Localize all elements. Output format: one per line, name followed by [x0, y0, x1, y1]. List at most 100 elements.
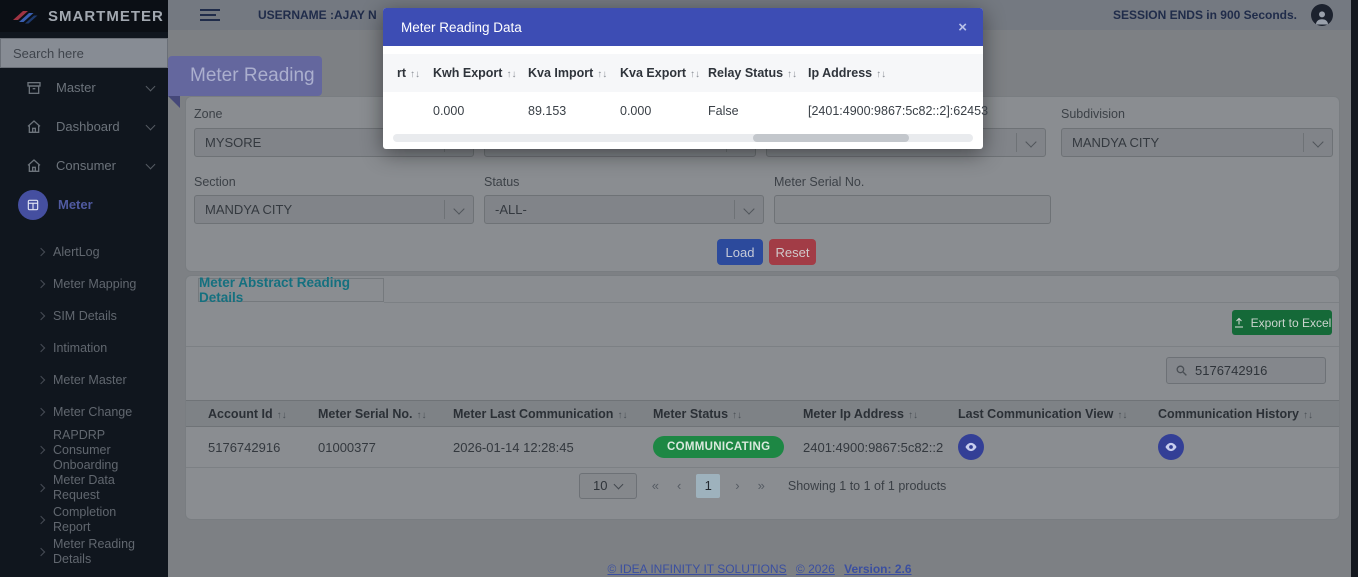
prev-page-button[interactable]: ‹ — [676, 478, 682, 493]
modal-col-kva-import[interactable]: Kva Import ↑↓ — [528, 66, 608, 80]
sidebar-search-input[interactable] — [0, 38, 168, 68]
cell-meter-ip: 2401:4900:9867:5c82::2 — [803, 439, 944, 455]
sidebar-subitem-rapdrp-onboarding[interactable]: RAPDRP Consumer Onboarding — [0, 428, 168, 472]
chevron-right-icon — [36, 247, 46, 257]
status-select[interactable]: -ALL- — [484, 195, 764, 224]
sidebar-subitem-meter-mapping[interactable]: Meter Mapping — [0, 268, 168, 300]
col-account-id[interactable]: Account Id ↑↓ — [208, 406, 287, 421]
subitem-label: AlertLog — [53, 244, 100, 259]
home-icon — [27, 119, 41, 133]
chevron-down-icon — [1025, 136, 1037, 148]
chevron-right-icon — [36, 547, 46, 557]
cell-comm-history — [1146, 434, 1339, 460]
sidebar-subitem-meter-data-request[interactable]: Meter Data Request — [0, 472, 168, 504]
sidebar-subitem-intimation[interactable]: Intimation — [0, 332, 168, 364]
subdivision-select[interactable]: MANDYA CITY — [1061, 128, 1333, 157]
col-last-comm-view[interactable]: Last Communication View ↑↓ — [958, 406, 1128, 421]
sidebar-item-master[interactable]: Master — [0, 68, 168, 107]
view-communication-history-button[interactable] — [1158, 434, 1184, 460]
sort-icon[interactable]: ↑↓ — [276, 409, 287, 421]
scrollbar-thumb[interactable] — [752, 134, 910, 142]
sidebar-item-consumer[interactable]: Consumer — [0, 146, 168, 185]
sort-icon[interactable]: ↑↓ — [1303, 409, 1313, 421]
sidebar-subitem-meter-master[interactable]: Meter Master — [0, 364, 168, 396]
home-icon — [27, 158, 41, 172]
session-timer-text: SESSION ENDS in 900 Seconds. — [1112, 8, 1297, 22]
modal-col-kva-export[interactable]: Kva Export ↑↓ — [620, 66, 700, 80]
modal-header: Meter Reading Data × — [383, 8, 983, 46]
right-scrollbar-strip[interactable] — [1351, 0, 1358, 577]
sidebar-item-label: Meter — [58, 197, 93, 212]
pagination: 10 « ‹ 1 › » Showing 1 to 1 of 1 product… — [186, 472, 1339, 499]
sort-icon[interactable]: ↑↓ — [876, 69, 887, 80]
hamburger-menu-icon[interactable] — [200, 9, 220, 21]
user-avatar[interactable] — [1311, 4, 1333, 26]
load-button[interactable]: Load — [717, 239, 763, 265]
divider — [186, 346, 1339, 347]
footer-version[interactable]: Version: 2.6 — [844, 562, 912, 576]
modal-table-row: 0.000 89.153 0.000 False [2401:4900:9867… — [383, 92, 989, 130]
subdivision-label: Subdivision — [1061, 107, 1125, 121]
page-size-select[interactable]: 10 — [578, 472, 637, 499]
current-page-button[interactable]: 1 — [696, 473, 721, 498]
modal-cell-kwh-export: 0.000 — [433, 104, 465, 118]
chevron-down-icon — [613, 479, 624, 489]
col-last-communication[interactable]: Meter Last Communication ↑↓ — [453, 406, 628, 421]
abstract-section-title: Meter Abstract Reading Details — [198, 275, 384, 305]
sort-icon[interactable]: ↑↓ — [597, 69, 608, 80]
sidebar-item-label: Consumer — [56, 158, 116, 173]
meter-serial-input[interactable] — [774, 195, 1051, 224]
modal-col-relay-status[interactable]: Relay Status ↑↓ — [708, 66, 798, 80]
modal-col-partial[interactable]: rt ↑↓ — [397, 66, 421, 80]
sidebar-subitem-alertlog[interactable]: AlertLog — [0, 236, 168, 268]
col-meter-ip[interactable]: Meter Ip Address ↑↓ — [803, 406, 918, 421]
subitem-label: Meter Mapping — [53, 276, 137, 291]
sort-icon[interactable]: ↑↓ — [907, 409, 918, 421]
sidebar-item-dashboard[interactable]: Dashboard — [0, 107, 168, 146]
footer-year[interactable]: © 2026 — [795, 562, 835, 576]
first-page-button[interactable]: « — [651, 478, 659, 493]
abstract-card: Meter Abstract Reading Details Export to… — [185, 275, 1340, 520]
section-label: Section — [194, 175, 236, 189]
sidebar-subitem-meter-reading-details[interactable]: Meter Reading Details — [0, 536, 168, 568]
sidebar-subitem-sim-details[interactable]: SIM Details — [0, 300, 168, 332]
sidebar-subitem-completion-report[interactable]: Completion Report — [0, 504, 168, 536]
sort-icon[interactable]: ↑↓ — [416, 409, 427, 421]
sort-icon[interactable]: ↑↓ — [506, 69, 517, 80]
last-page-button[interactable]: » — [757, 478, 765, 493]
sidebar-subitem-meter-change[interactable]: Meter Change — [0, 396, 168, 428]
meter-icon — [18, 189, 48, 220]
footer-company-link[interactable]: © IDEA INFINITY IT SOLUTIONS — [607, 562, 787, 576]
reset-button[interactable]: Reset — [769, 239, 816, 265]
sort-icon[interactable]: ↑↓ — [732, 409, 743, 421]
sort-icon[interactable]: ↑↓ — [1117, 409, 1128, 421]
modal-col-ip-address[interactable]: Ip Address ↑↓ — [808, 66, 887, 80]
sort-icon[interactable]: ↑↓ — [410, 69, 421, 80]
abstract-table-header: Account Id ↑↓ Meter Serial No. ↑↓ Meter La… — [186, 400, 1339, 427]
col-meter-serial[interactable]: Meter Serial No. ↑↓ — [318, 406, 427, 421]
status-value: -ALL- — [495, 202, 527, 217]
sort-icon[interactable]: ↑↓ — [617, 409, 628, 421]
app-title: SMARTMETER — [48, 7, 164, 25]
sort-icon[interactable]: ↑↓ — [787, 69, 798, 80]
header-username: USERNAME :AJAY N — [258, 8, 377, 22]
col-comm-history[interactable]: Communication History ↑↓ — [1158, 406, 1313, 421]
modal-col-kwh-export[interactable]: Kwh Export ↑↓ — [433, 66, 517, 80]
sidebar-item-meter[interactable]: Meter — [0, 185, 168, 224]
subitem-label: Completion Report — [53, 505, 117, 534]
section-select[interactable]: MANDYA CITY — [194, 195, 474, 224]
subdivision-value: MANDYA CITY — [1072, 135, 1160, 150]
cell-meter-serial: 01000377 — [318, 439, 376, 455]
export-to-excel-button[interactable]: Export to Excel — [1232, 310, 1332, 335]
cell-meter-status: COMMUNICATING — [641, 436, 791, 458]
view-last-communication-button[interactable] — [958, 434, 984, 460]
table-search-input[interactable] — [1195, 363, 1305, 378]
modal-cell-ip-address: [2401:4900:9867:5c82::2]:62453 — [808, 104, 989, 118]
close-icon[interactable]: × — [958, 18, 967, 36]
sidebar-item-label: Dashboard — [56, 119, 120, 134]
sort-icon[interactable]: ↑↓ — [690, 69, 700, 80]
col-meter-status[interactable]: Meter Status ↑↓ — [653, 406, 743, 421]
filters-card: Zone MYSORE Subdivision MANDYA CITY Sect… — [185, 96, 1340, 272]
next-page-button[interactable]: › — [735, 478, 740, 493]
